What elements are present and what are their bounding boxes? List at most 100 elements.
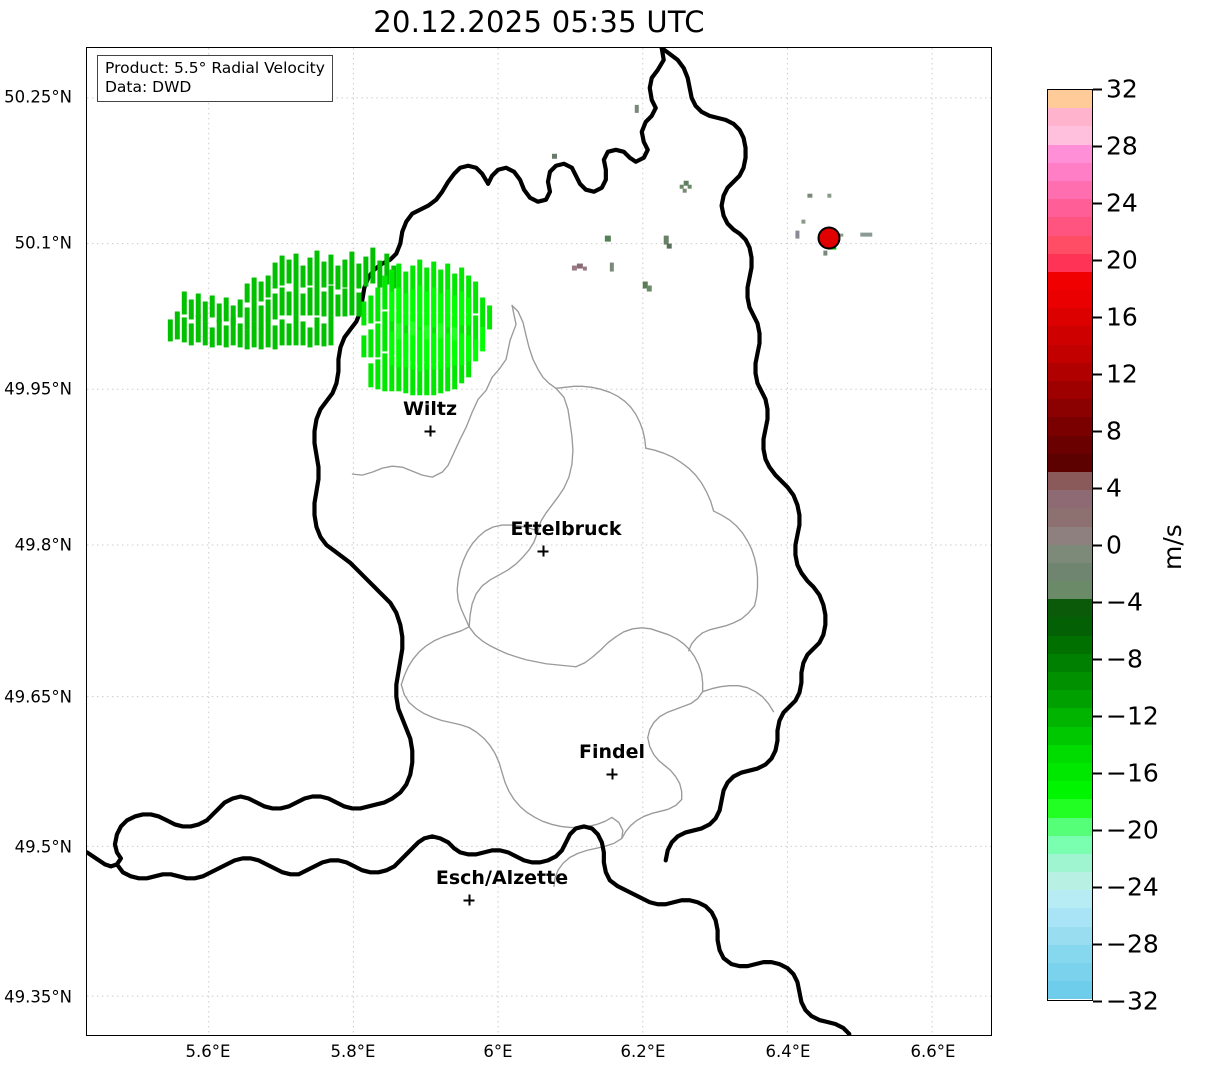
canton-boundaries	[351, 304, 775, 887]
city-label-esch-alzette: Esch/Alzette	[435, 867, 569, 889]
colorbar-band-1	[1048, 108, 1092, 127]
colorbar-tick-10: −8	[1093, 645, 1143, 674]
colorbar-band-9	[1048, 253, 1092, 272]
colorbar-band-49	[1048, 981, 1092, 1000]
colorbar	[1047, 89, 1093, 1001]
colorbar-band-38	[1048, 781, 1092, 800]
y-axis-labels: 50.25°N 50.1°N 49.95°N 49.8°N 49.65°N 49.5°N 4…	[0, 0, 80, 1081]
colorbar-tick-text-3: 20	[1106, 245, 1138, 275]
colorbar-band-8	[1048, 235, 1092, 254]
colorbar-tick-text-11: −12	[1106, 701, 1159, 731]
colorbar-band-5	[1048, 180, 1092, 200]
colorbar-band-22	[1048, 490, 1092, 509]
colorbar-tick-text-7: 4	[1106, 473, 1122, 503]
radar-station-marker[interactable]	[817, 226, 841, 250]
colorbar-band-43	[1048, 872, 1092, 891]
city-marker-esch-alzette	[463, 894, 475, 906]
colorbar-band-4	[1048, 162, 1092, 181]
colorbar-tick-7: 4	[1093, 474, 1122, 503]
colorbar-band-39	[1048, 799, 1092, 818]
colorbar-tick-text-0: 32	[1106, 74, 1138, 104]
colorbar-tick-text-1: 28	[1106, 131, 1138, 161]
colorbar-band-48	[1048, 963, 1092, 982]
colorbar-band-35	[1048, 726, 1092, 745]
colorbar-band-15	[1048, 362, 1092, 381]
colorbar-band-41	[1048, 835, 1092, 854]
colorbar-tick-text-10: −8	[1106, 644, 1143, 674]
colorbar-band-23	[1048, 508, 1092, 527]
colorbar-band-37	[1048, 762, 1092, 782]
colorbar-band-42	[1048, 853, 1092, 873]
colorbar-band-21	[1048, 471, 1092, 491]
colorbar-band-28	[1048, 599, 1092, 618]
colorbar-band-34	[1048, 708, 1092, 727]
city-marker-wiltz	[424, 425, 436, 437]
colorbar-band-19	[1048, 435, 1092, 454]
city-marker-findel	[606, 768, 618, 780]
colorbar-band-33	[1048, 690, 1092, 709]
y-tick-label-1: 50.1°N	[14, 233, 72, 253]
colorbar-ticks: 32 28 24 20 16 12 8 4 0 −4 −8 −12 −16 −20 −24 −28 −32	[1093, 0, 1207, 1081]
colorbar-band-40	[1048, 817, 1092, 836]
page-title: 20.12.2025 05:35 UTC	[373, 5, 705, 39]
colorbar-tick-0: 32	[1093, 75, 1138, 104]
colorbar-tick-15: −28	[1093, 930, 1159, 959]
city-label-wiltz: Wiltz	[402, 398, 458, 420]
colorbar-tick-6: 8	[1093, 417, 1122, 446]
city-label-ettelbruck: Ettelbruck	[510, 518, 622, 540]
colorbar-tick-13: −20	[1093, 816, 1159, 845]
y-tick-label-0: 50.25°N	[4, 87, 72, 107]
map-plot-area[interactable]: Product: 5.5° Radial Velocity Data: DWD …	[86, 47, 992, 1036]
y-tick-label-5: 49.5°N	[14, 837, 72, 857]
map-canvas	[87, 48, 991, 1035]
colorbar-tick-8: 0	[1093, 531, 1122, 560]
colorbar-tick-text-8: 0	[1106, 530, 1122, 560]
colorbar-band-0	[1048, 90, 1092, 109]
colorbar-band-27	[1048, 581, 1092, 600]
colorbar-band-7	[1048, 217, 1092, 236]
colorbar-band-11	[1048, 290, 1092, 309]
colorbar-band-44	[1048, 890, 1092, 909]
y-tick-label-2: 49.95°N	[4, 379, 72, 399]
x-tick-label-5: 6.6°E	[910, 1042, 956, 1061]
colorbar-tick-text-4: 16	[1106, 302, 1138, 332]
colorbar-tick-text-12: −16	[1106, 758, 1159, 788]
x-tick-label-0: 5.6°E	[185, 1042, 231, 1061]
colorbar-band-18	[1048, 417, 1092, 436]
city-label-findel: Findel	[578, 741, 646, 763]
colorbar-tick-11: −12	[1093, 702, 1159, 731]
colorbar-band-46	[1048, 926, 1092, 945]
colorbar-tick-3: 20	[1093, 246, 1138, 275]
colorbar-band-13	[1048, 326, 1092, 345]
colorbar-tick-16: −32	[1093, 987, 1159, 1016]
x-tick-label-4: 6.4°E	[765, 1042, 811, 1061]
colorbar-tick-12: −16	[1093, 759, 1159, 788]
info-data-line: Data: DWD	[105, 78, 192, 96]
y-tick-label-6: 49.35°N	[4, 987, 72, 1007]
colorbar-tick-text-2: 24	[1106, 188, 1138, 218]
x-tick-label-3: 6.2°E	[620, 1042, 666, 1061]
colorbar-band-17	[1048, 399, 1092, 418]
x-tick-label-2: 6°E	[483, 1042, 513, 1061]
colorbar-band-16	[1048, 381, 1092, 400]
y-tick-label-4: 49.65°N	[4, 687, 72, 707]
colorbar-band-30	[1048, 635, 1092, 654]
colorbar-band-45	[1048, 908, 1092, 927]
x-tick-label-1: 5.8°E	[330, 1042, 376, 1061]
colorbar-tick-9: −4	[1093, 588, 1143, 617]
colorbar-tick-14: −24	[1093, 873, 1159, 902]
colorbar-band-32	[1048, 672, 1092, 691]
colorbar-band-29	[1048, 617, 1092, 636]
radar-echo-main-cluster	[167, 247, 493, 396]
colorbar-tick-text-16: −32	[1106, 986, 1159, 1016]
city-marker-ettelbruck	[537, 545, 549, 557]
colorbar-tick-5: 12	[1093, 360, 1138, 389]
info-product-line: Product: 5.5° Radial Velocity	[105, 59, 325, 77]
colorbar-tick-4: 16	[1093, 303, 1138, 332]
colorbar-band-14	[1048, 344, 1092, 363]
colorbar-tick-text-9: −4	[1106, 587, 1143, 617]
colorbar-tick-2: 24	[1093, 189, 1138, 218]
radar-echo-scattered	[551, 104, 873, 292]
colorbar-band-20	[1048, 453, 1092, 472]
